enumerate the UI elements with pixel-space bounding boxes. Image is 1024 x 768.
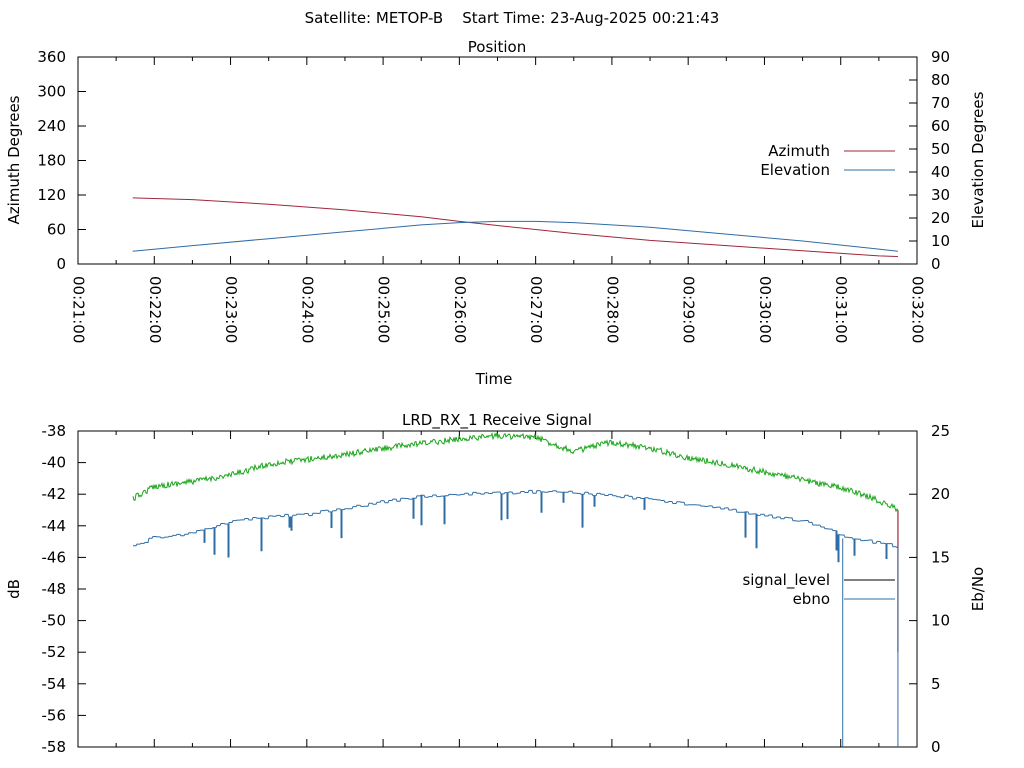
y-tick-label: 120 (37, 186, 66, 204)
main-title: Satellite: METOP-B Start Time: 23-Aug-20… (305, 9, 720, 27)
x-tick-label: 00:23:00 (222, 276, 240, 343)
y2-tick-label: 5 (931, 675, 941, 693)
y2-tick-label: 60 (931, 117, 950, 135)
x-tick-label: 00:24:00 (298, 276, 316, 343)
x-tick-label: 00:28:00 (603, 276, 621, 343)
position-title: Position (468, 38, 526, 56)
time-axis-label: Time (475, 370, 513, 388)
x-tick-label: 00:30:00 (756, 276, 774, 343)
y-tick-label: 240 (37, 117, 66, 135)
legend-label-azimuth: Azimuth (768, 142, 830, 160)
y2-tick-label: 40 (931, 163, 950, 181)
y-tick-label: -50 (42, 612, 67, 630)
y-tick-label: -42 (42, 485, 67, 503)
elevation-axis-label: Elevation Degrees (969, 91, 987, 228)
legend-label-elevation: Elevation (760, 161, 830, 179)
ebno-line (133, 489, 898, 563)
receive-signal-legend: signal_level ebno (742, 571, 895, 608)
y-tick-label: -48 (42, 580, 67, 598)
ebno-axis-label: Eb/No (969, 567, 987, 611)
position-plot: Position 00:21:00 00:22:00 00:23:00 00:24:0… (5, 38, 987, 388)
y2-tick-label: 20 (931, 209, 950, 227)
y2-tick-label: 80 (931, 71, 950, 89)
x-tick-label: 00:25:00 (375, 276, 393, 343)
y2-tick-label: 20 (931, 485, 950, 503)
x-tick-label: 00:21:00 (70, 276, 88, 343)
db-axis-label: dB (5, 579, 23, 599)
y-tick-label: -54 (42, 675, 67, 693)
azimuth-axis-label: Azimuth Degrees (5, 95, 23, 224)
position-ticks: 00:21:00 00:22:00 00:23:00 00:24:00 00:25:00… (37, 48, 950, 343)
y2-tick-label: 90 (931, 48, 950, 66)
position-series (132, 197, 898, 257)
signal-level-line (132, 431, 899, 513)
receive-signal-ticks: -38 -40 -42 -44 -46 -48 -50 -52 -54 -56 -58 0 5 10 15 2… (42, 422, 951, 756)
x-tick-label: 00:22:00 (146, 276, 164, 343)
y-tick-label: -56 (42, 706, 67, 724)
y2-tick-label: 15 (931, 548, 950, 566)
y-tick-label: 60 (47, 221, 66, 239)
x-tick-label: 00:31:00 (832, 276, 850, 343)
y2-tick-label: 10 (931, 232, 950, 250)
y-tick-label: -58 (42, 738, 67, 756)
y-tick-label: -40 (42, 454, 67, 472)
azimuth-line (132, 197, 898, 257)
y-tick-label: -52 (42, 643, 67, 661)
x-tick-label: 00:32:00 (909, 276, 927, 343)
y2-tick-label: 30 (931, 186, 950, 204)
legend-label-signal-level: signal_level (742, 571, 830, 590)
y-tick-label: -38 (42, 422, 67, 440)
elevation-line (132, 220, 898, 252)
receive-signal-title: LRD_RX_1 Receive Signal (402, 411, 592, 430)
y-tick-label: 0 (56, 255, 66, 273)
receive-signal-series (132, 431, 899, 747)
y-tick-label: 300 (37, 83, 66, 101)
y2-tick-label: 25 (931, 422, 950, 440)
y-tick-label: 360 (37, 48, 66, 66)
position-legend: Azimuth Elevation (760, 142, 895, 179)
receive-signal-plot: LRD_RX_1 Receive Signal -38-40-42-44-46-… (5, 411, 987, 756)
y-tick-label: -46 (42, 548, 67, 566)
x-tick-label: 00:27:00 (527, 276, 545, 343)
y-tick-label: 180 (37, 152, 66, 170)
y2-tick-label: 70 (931, 94, 950, 112)
y-tick-label: -44 (42, 517, 67, 535)
y2-tick-label: 0 (931, 738, 941, 756)
x-tick-label: 00:26:00 (451, 276, 469, 343)
y2-tick-label: 0 (931, 255, 941, 273)
y2-tick-label: 50 (931, 140, 950, 158)
x-tick-label: 00:29:00 (680, 276, 698, 343)
legend-label-ebno: ebno (793, 590, 830, 608)
y2-tick-label: 10 (931, 612, 950, 630)
